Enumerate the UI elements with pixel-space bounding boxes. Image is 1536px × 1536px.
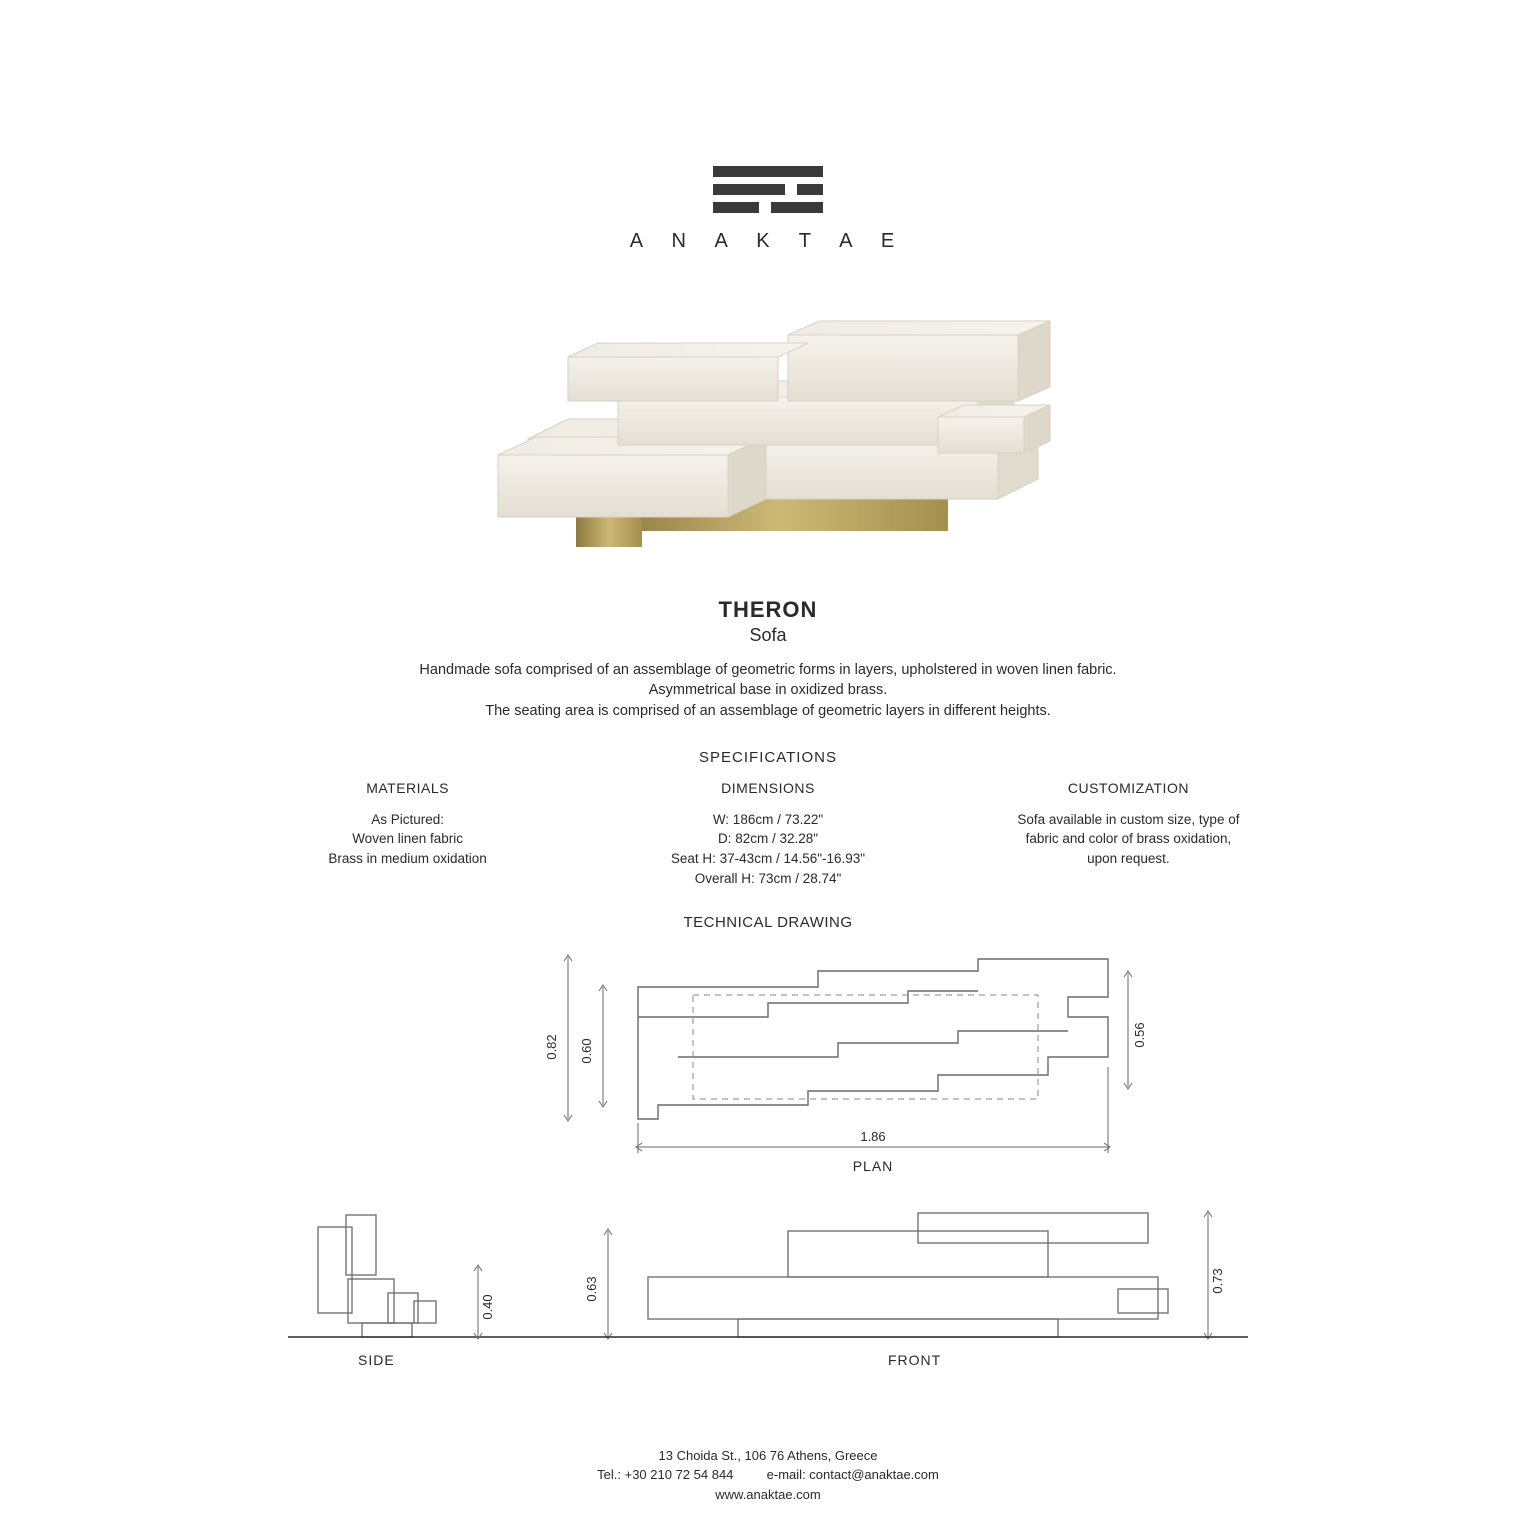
brand-logo: A N A K T A E — [630, 160, 906, 253]
dim-plan-depth-inner: 0.60 — [579, 1038, 594, 1063]
dim-plan-width: 1.86 — [860, 1129, 885, 1144]
product-subtitle: Sofa — [749, 625, 786, 646]
materials-line: As Pictured: — [371, 812, 444, 827]
product-description: Handmade sofa comprised of an assemblage… — [419, 660, 1116, 721]
footer-contact: 13 Choida St., 106 76 Athens, Greece Tel… — [0, 1446, 1536, 1505]
cust-line: Sofa available in custom size, type of — [1017, 812, 1239, 827]
dim-line: Overall H: 73cm / 28.74" — [695, 871, 842, 886]
dim-line: D: 82cm / 32.28" — [718, 831, 818, 846]
footer-web: www.anaktae.com — [0, 1485, 1536, 1505]
materials-heading: MATERIALS — [238, 780, 577, 796]
dim-line: W: 186cm / 73.22" — [713, 812, 823, 827]
product-title: THERON — [719, 597, 818, 623]
cust-line: fabric and color of brass oxidation, — [1026, 831, 1232, 846]
cust-line: upon request. — [1087, 851, 1170, 866]
dim-front-right: 0.73 — [1210, 1268, 1225, 1293]
materials-line: Woven linen fabric — [352, 831, 463, 846]
desc-line: The seating area is comprised of an asse… — [419, 701, 1116, 721]
front-label: FRONT — [888, 1352, 941, 1368]
desc-line: Asymmetrical base in oxidized brass. — [419, 680, 1116, 700]
dim-front-left: 0.63 — [584, 1276, 599, 1301]
dim-line: Seat H: 37-43cm / 14.56"-16.93" — [671, 851, 865, 866]
dim-side-h: 0.40 — [480, 1294, 495, 1319]
product-hero-image — [458, 287, 1078, 567]
footer-tel-label: Tel.: — [597, 1467, 624, 1482]
footer-address: 13 Choida St., 106 76 Athens, Greece — [0, 1446, 1536, 1466]
dim-plan-right: 0.56 — [1132, 1022, 1147, 1047]
side-label: SIDE — [358, 1352, 395, 1368]
customization-col: CUSTOMIZATION Sofa available in custom s… — [959, 780, 1298, 888]
logo-mark-icon — [703, 160, 833, 220]
dimensions-heading: DIMENSIONS — [598, 780, 937, 796]
materials-line: Brass in medium oxidation — [328, 851, 486, 866]
technical-drawings: 0.82 0.60 0.56 — [258, 937, 1278, 1382]
spec-sheet: A N A K T A E — [140, 160, 1396, 1382]
specifications-heading: SPECIFICATIONS — [699, 749, 837, 766]
desc-line: Handmade sofa comprised of an assemblage… — [419, 660, 1116, 680]
dimensions-col: DIMENSIONS W: 186cm / 73.22" D: 82cm / 3… — [598, 780, 937, 888]
brand-name: A N A K T A E — [630, 230, 906, 253]
customization-heading: CUSTOMIZATION — [959, 780, 1298, 796]
footer-email-label: e-mail: — [767, 1467, 810, 1482]
footer-email: contact@anaktae.com — [809, 1467, 939, 1482]
materials-col: MATERIALS As Pictured: Woven linen fabri… — [238, 780, 577, 888]
specs-row: MATERIALS As Pictured: Woven linen fabri… — [238, 780, 1298, 888]
footer-tel: +30 210 72 54 844 — [625, 1467, 734, 1482]
plan-label: PLAN — [853, 1158, 894, 1174]
dim-plan-depth-outer: 0.82 — [544, 1034, 559, 1059]
technical-drawing-heading: TECHNICAL DRAWING — [683, 914, 852, 931]
